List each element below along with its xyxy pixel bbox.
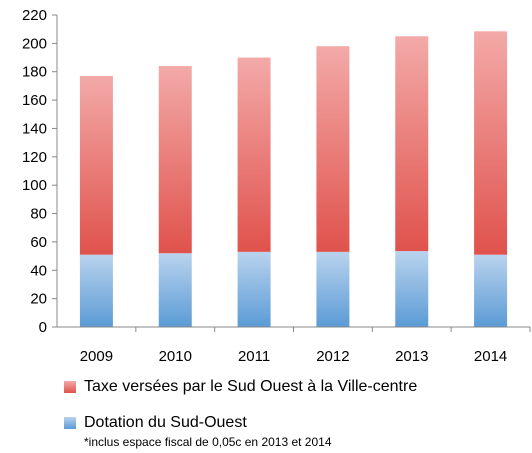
bar-dotation-2011: [237, 251, 271, 327]
x-tick-label: 2014: [474, 348, 507, 365]
y-tick-label: 80: [30, 206, 47, 223]
y-tick-label: 0: [39, 319, 47, 336]
legend: Taxe versées par le Sud Ouest à la Ville…: [64, 375, 524, 449]
y-tick-label: 200: [22, 35, 47, 52]
y-tick-label: 60: [30, 234, 47, 251]
x-tick-label: 2012: [316, 348, 349, 365]
y-tick-label: 160: [22, 92, 47, 109]
legend-item-taxe: Taxe versées par le Sud Ouest à la Ville…: [64, 375, 524, 399]
legend-label-taxe: Taxe versées par le Sud Ouest à la Ville…: [84, 378, 418, 395]
y-tick-label: 120: [22, 149, 47, 166]
y-tick-label: 220: [22, 7, 47, 24]
bar-taxe-2013: [395, 36, 429, 252]
bar-dotation-2013: [395, 251, 429, 327]
y-tick-label: 20: [30, 291, 47, 308]
bar-taxe-2009: [79, 75, 113, 255]
y-tick-label: 180: [22, 64, 47, 81]
x-tick-label: 2011: [238, 348, 270, 365]
legend-item-dotation: Dotation du Sud-Ouest: [64, 411, 524, 435]
bar-taxe-2012: [316, 46, 350, 252]
bar-taxe-2010: [158, 66, 192, 254]
legend-swatch-dotation: [64, 417, 76, 429]
x-tick-label: 2010: [159, 348, 192, 365]
bar-dotation-2010: [158, 253, 192, 327]
bar-dotation-2009: [79, 254, 113, 327]
bar-taxe-2014: [474, 31, 508, 255]
legend-swatch-taxe: [64, 381, 76, 393]
bar-taxe-2011: [237, 57, 271, 252]
x-axis: 2009 2010 2011 2012 2013 2014: [80, 327, 531, 365]
x-tick-label: 2009: [80, 348, 113, 365]
y-tick-label: 140: [22, 120, 47, 137]
bar-dotation-2012: [316, 251, 350, 327]
bars-group: [79, 31, 508, 327]
bar-dotation-2014: [474, 254, 508, 327]
legend-footnote: *inclus espace fiscal de 0,05c en 2013 e…: [84, 435, 332, 449]
legend-label-dotation: Dotation du Sud-Ouest: [84, 414, 247, 431]
x-tick-label: 2013: [395, 348, 428, 365]
y-axis: 0 20 40 60 80 100 120 140 160 180 200 220: [22, 7, 57, 336]
y-tick-label: 100: [22, 177, 47, 194]
y-tick-label: 40: [30, 262, 47, 279]
